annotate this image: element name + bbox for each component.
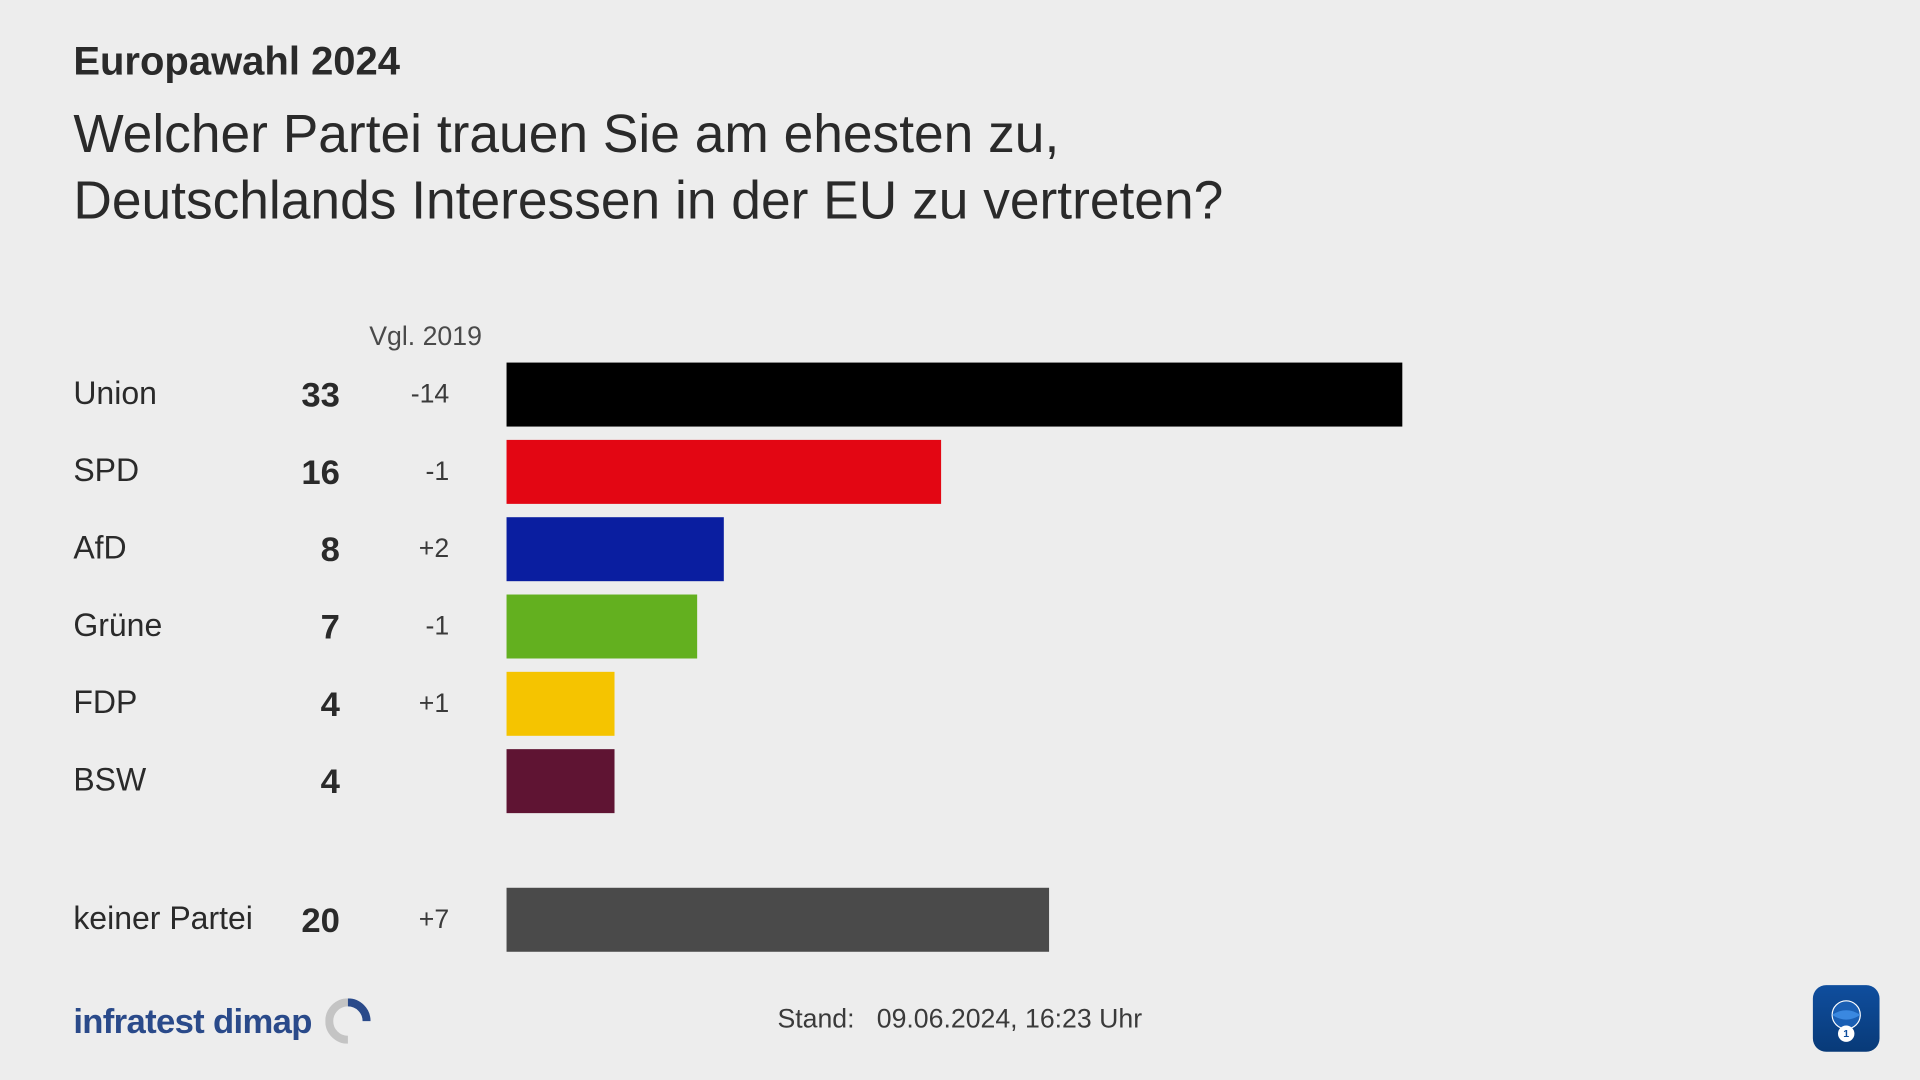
party-label: Union <box>73 376 260 413</box>
party-value: 33 <box>260 374 340 415</box>
source: infratest dimap <box>73 998 370 1043</box>
headings: Europawahl 2024 Welcher Partei trauen Si… <box>73 40 1223 235</box>
chart-row: Union33-14 <box>73 363 1806 427</box>
bar-area <box>507 595 1807 659</box>
bar <box>507 517 724 581</box>
bar-area <box>507 517 1807 581</box>
chart-row: Grüne7-1 <box>73 595 1806 659</box>
rows-container: Union33-14SPD16-1AfD8+2Grüne7-1FDP4+1BSW… <box>73 363 1806 952</box>
bar-area <box>507 888 1807 952</box>
party-delta: +7 <box>340 904 460 935</box>
bar <box>507 595 697 659</box>
bar <box>507 363 1403 427</box>
party-label: SPD <box>73 453 260 490</box>
party-value: 20 <box>260 899 340 940</box>
bar-area <box>507 672 1807 736</box>
stand-value: 09.06.2024, 16:23 Uhr <box>877 1005 1142 1034</box>
bar <box>507 672 616 736</box>
chart-card: Europawahl 2024 Welcher Partei trauen Si… <box>0 0 1920 1080</box>
party-value: 4 <box>260 683 340 724</box>
party-delta: -1 <box>340 457 460 488</box>
party-delta: +1 <box>340 688 460 719</box>
title-line-1: Welcher Partei trauen Sie am ehesten zu, <box>73 105 1059 164</box>
party-label: FDP <box>73 685 260 722</box>
party-label: keiner Partei <box>73 901 260 938</box>
bar <box>507 749 616 813</box>
bar-area <box>507 363 1807 427</box>
source-icon <box>325 998 370 1043</box>
chart-row: FDP4+1 <box>73 672 1806 736</box>
bar-area <box>507 440 1807 504</box>
party-value: 4 <box>260 760 340 801</box>
chart-row: keiner Partei20+7 <box>73 888 1806 952</box>
party-label: Grüne <box>73 608 260 645</box>
party-delta: -14 <box>340 379 460 410</box>
chart: Vgl. 2019 Union33-14SPD16-1AfD8+2Grüne7-… <box>73 363 1806 966</box>
title: Welcher Partei trauen Sie am ehesten zu,… <box>73 101 1223 234</box>
svg-text:1: 1 <box>1843 1028 1849 1040</box>
bar <box>507 440 941 504</box>
source-text: infratest dimap <box>73 1000 311 1041</box>
party-value: 16 <box>260 451 340 492</box>
chart-row: SPD16-1 <box>73 440 1806 504</box>
footer: infratest dimap Stand: 09.06.2024, 16:23… <box>0 985 1920 1052</box>
chart-row: AfD8+2 <box>73 517 1806 581</box>
compare-label: Vgl. 2019 <box>369 323 482 354</box>
party-label: AfD <box>73 531 260 568</box>
party-delta: -1 <box>340 611 460 642</box>
party-value: 7 <box>260 606 340 647</box>
party-value: 8 <box>260 529 340 570</box>
stand-label: Stand: <box>777 1005 854 1034</box>
bar <box>507 888 1050 952</box>
bar-area <box>507 749 1807 813</box>
broadcaster-logo: 1 <box>1813 985 1880 1052</box>
chart-row: BSW4 <box>73 749 1806 813</box>
stand: Stand: 09.06.2024, 16:23 Uhr <box>777 1005 1142 1036</box>
title-line-2: Deutschlands Interessen in der EU zu ver… <box>73 172 1223 231</box>
subtitle: Europawahl 2024 <box>73 40 1223 85</box>
party-delta: +2 <box>340 534 460 565</box>
party-label: BSW <box>73 762 260 799</box>
